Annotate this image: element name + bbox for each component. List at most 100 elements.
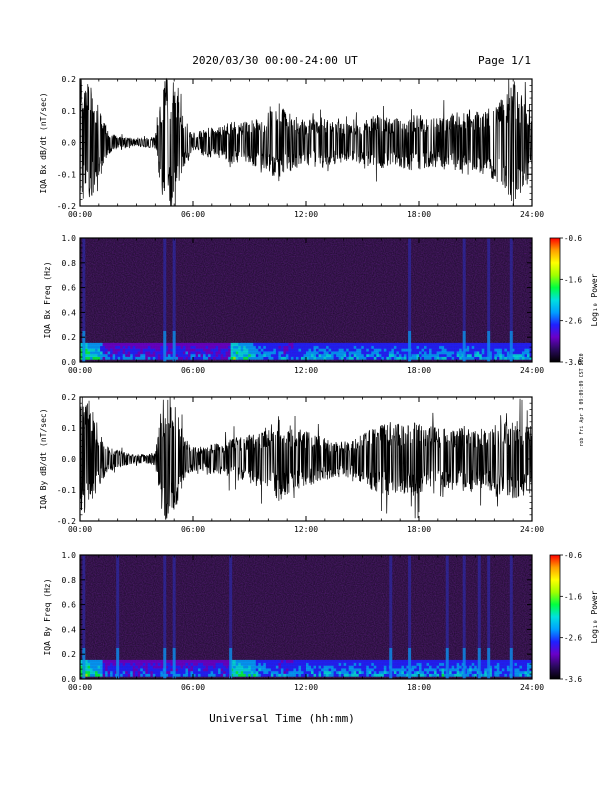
spectrogram-cell (351, 353, 354, 357)
spectrogram-cell (481, 662, 485, 666)
spectrogram-cell (346, 662, 349, 666)
y-tick-label: -0.1 (57, 486, 76, 495)
spectrogram-cell (506, 342, 510, 347)
spectrogram-cell (235, 673, 239, 677)
spectrogram-cell (526, 348, 530, 352)
spectrogram-cell (411, 342, 415, 347)
spectrogram-cell (122, 659, 126, 664)
spectrogram-cell (290, 351, 294, 355)
spectrogram-cell (378, 353, 382, 357)
spectrogram-cell (270, 348, 274, 352)
spectrogram-cell (280, 670, 284, 674)
spectrogram-cell (386, 345, 390, 349)
spectrogram-cell (416, 353, 420, 357)
spectrogram-cell (321, 665, 324, 669)
spectrogram-cell (203, 345, 206, 349)
spectrogram-cell (255, 673, 259, 677)
spectrogram-cell (180, 353, 184, 357)
spectrogram-cell (496, 673, 500, 677)
spectrogram-cell (167, 353, 171, 357)
spectrogram-cell (343, 348, 347, 352)
spectrogram-cell (406, 353, 410, 357)
spectrogram-cell (157, 348, 161, 352)
spectrogram-burst-core (172, 648, 176, 679)
spectrogram-cell (248, 668, 251, 672)
spectrogram-cell (524, 665, 528, 669)
spectrogram-cell (215, 670, 219, 674)
spectrogram-cell (419, 356, 422, 360)
spectrogram-cell (132, 353, 136, 357)
spectrogram-cell (469, 353, 472, 357)
spectrogram-cell (441, 673, 445, 677)
spectrogram-cell (80, 665, 83, 669)
spectrogram-cell (250, 351, 254, 355)
spectrogram-cell (130, 342, 133, 347)
spectrogram-cell (489, 345, 493, 349)
spectrogram-cell (152, 662, 156, 666)
spectrogram-cell (122, 356, 126, 360)
spectrogram-cell (489, 673, 493, 677)
spectrogram-cell (326, 353, 329, 357)
spectrogram-cell (474, 356, 477, 360)
spectrogram-cell (406, 670, 410, 674)
spectrogram-cell (135, 353, 138, 357)
spectrogram-cell (338, 662, 342, 666)
spectrogram-cell (469, 345, 472, 349)
spectrogram-cell (388, 345, 392, 349)
spectrogram-cell (167, 662, 171, 666)
spectrogram-cell (280, 662, 284, 666)
spectrogram-cell (403, 345, 407, 349)
spectrogram-cell (524, 345, 528, 349)
spectrogram-cell (326, 348, 329, 352)
spectrogram-cell (298, 345, 302, 349)
spectrogram-cell (501, 662, 505, 666)
spectrogram-cell (215, 351, 219, 355)
spectrogram-cell (278, 342, 282, 347)
spectrogram-cell (240, 662, 244, 666)
spectrogram-cell (248, 662, 251, 666)
spectrogram-cell (157, 662, 161, 666)
spectrogram-cell (401, 351, 405, 355)
spectrogram-cell (280, 353, 284, 357)
spectrogram-cell (200, 662, 204, 666)
spectrogram-cell (343, 668, 347, 672)
spectrogram-cell (130, 348, 133, 352)
spectrogram-cell (80, 659, 83, 664)
spectrogram-cell (177, 665, 181, 669)
spectrogram-cell (112, 662, 116, 666)
spectrogram-cell (160, 659, 164, 664)
spectrogram-cell (182, 670, 186, 674)
spectrogram-cell (373, 356, 377, 360)
spectrogram-cell (511, 670, 515, 674)
spectrogram-cell (278, 670, 282, 674)
spectrogram-cell (378, 662, 382, 666)
spectrogram-cell (353, 659, 357, 664)
spectrogram-cell (100, 356, 103, 360)
spectrogram-cell (391, 356, 395, 360)
spectrogram-cell (459, 348, 462, 352)
spectrogram-cell (313, 670, 317, 674)
spectrogram-cell (218, 673, 221, 677)
spectrogram-cell (341, 342, 344, 347)
spectrogram-cell (243, 673, 246, 677)
spectrogram-cell (210, 670, 214, 674)
spectrogram-cell (306, 353, 309, 357)
spectrogram-cell (306, 356, 309, 360)
spectrogram-cell (132, 662, 136, 666)
spectrogram-cell (396, 665, 400, 669)
spectrogram-cell (451, 662, 455, 666)
spectrogram-cell (245, 351, 249, 355)
spectrogram-cell (293, 665, 297, 669)
spectrogram-cell (127, 351, 131, 355)
spectrogram-cell (386, 353, 390, 357)
spectrogram-cell (358, 668, 362, 672)
spectrogram-cell (386, 665, 390, 669)
spectrogram-cell (401, 342, 405, 347)
spectrogram-cell (383, 342, 387, 347)
spectrogram-cell (218, 342, 221, 347)
spectrogram-cell (454, 348, 457, 352)
spectrogram-cell (338, 659, 342, 664)
spectrogram-cell (97, 348, 101, 352)
spectrogram-cell (358, 659, 362, 664)
spectrogram-cell (283, 345, 287, 349)
